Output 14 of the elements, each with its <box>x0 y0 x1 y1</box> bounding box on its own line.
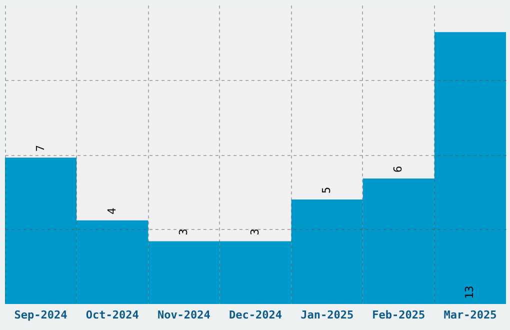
x-tick-label: Feb-2025 <box>372 308 426 322</box>
data-label: 6 <box>392 166 405 173</box>
x-tick-label: Mar-2025 <box>444 308 497 322</box>
x-tick-label: Jan-2025 <box>300 308 354 322</box>
data-label: 7 <box>34 145 47 152</box>
data-label: 4 <box>105 207 118 214</box>
data-label: 3 <box>176 228 190 236</box>
data-label: 5 <box>320 186 334 194</box>
data-label: 3 <box>248 228 262 236</box>
x-tick-label: Nov-2024 <box>157 308 211 322</box>
x-tick-label: Sep-2024 <box>14 308 68 322</box>
x-tick-label: Oct-2024 <box>86 308 140 322</box>
data-label: 13 <box>463 286 476 299</box>
x-tick-label: Dec-2024 <box>229 308 282 322</box>
